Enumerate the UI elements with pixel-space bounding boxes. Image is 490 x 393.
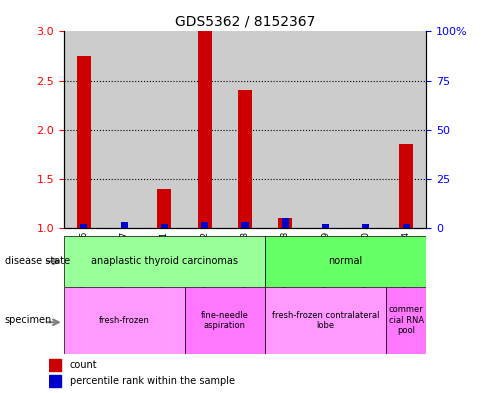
Bar xyxy=(117,228,131,326)
Text: fresh-frozen: fresh-frozen xyxy=(98,316,149,325)
Text: count: count xyxy=(70,360,98,370)
Text: fresh-frozen contralateral
lobe: fresh-frozen contralateral lobe xyxy=(272,310,379,330)
Bar xyxy=(359,228,373,326)
Bar xyxy=(157,189,171,326)
Bar xyxy=(77,56,91,326)
Text: normal: normal xyxy=(329,256,363,266)
FancyBboxPatch shape xyxy=(265,236,426,287)
Title: GDS5362 / 8152367: GDS5362 / 8152367 xyxy=(175,15,315,29)
Bar xyxy=(201,222,208,228)
FancyBboxPatch shape xyxy=(64,287,185,354)
FancyBboxPatch shape xyxy=(265,287,386,354)
Bar xyxy=(403,224,410,228)
Bar xyxy=(161,224,168,228)
Text: specimen: specimen xyxy=(5,315,52,325)
Bar xyxy=(242,222,248,228)
Bar xyxy=(322,224,329,228)
Bar xyxy=(49,375,62,387)
Bar xyxy=(197,31,212,326)
Bar xyxy=(399,144,413,326)
Bar xyxy=(121,222,128,228)
Bar xyxy=(278,218,293,326)
FancyBboxPatch shape xyxy=(185,287,265,354)
Text: anaplastic thyroid carcinomas: anaplastic thyroid carcinomas xyxy=(91,256,238,266)
FancyBboxPatch shape xyxy=(64,236,265,287)
Bar xyxy=(282,218,289,228)
Bar xyxy=(318,228,333,326)
Bar xyxy=(238,90,252,326)
FancyBboxPatch shape xyxy=(386,287,426,354)
Text: fine-needle
aspiration: fine-needle aspiration xyxy=(201,310,249,330)
Bar xyxy=(362,224,369,228)
Bar xyxy=(49,359,62,371)
Text: commer
cial RNA
pool: commer cial RNA pool xyxy=(389,305,424,335)
Text: percentile rank within the sample: percentile rank within the sample xyxy=(70,376,235,386)
Bar xyxy=(80,224,87,228)
Text: disease state: disease state xyxy=(5,256,70,266)
